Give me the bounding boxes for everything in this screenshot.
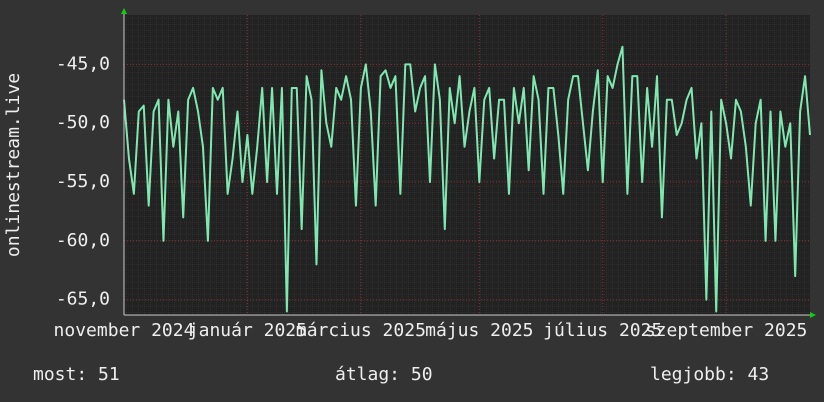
x-tick-label: május 2025 <box>425 320 533 341</box>
y-axis-label: onlinestream.live <box>3 73 24 257</box>
y-arrow <box>121 8 127 14</box>
y-tick-label: -60,0 <box>56 230 110 251</box>
x-tick-label: január 2025 <box>188 320 307 341</box>
x-tick-label: július 2025 <box>543 320 662 341</box>
x-tick-label: szeptember 2025 <box>645 320 808 341</box>
series-line <box>123 45 811 313</box>
x-arrow <box>810 312 816 318</box>
y-tick-label: -55,0 <box>56 171 110 192</box>
x-tick-label: március 2025 <box>296 320 426 341</box>
footer-average: átlag: 50 <box>335 364 433 385</box>
x-tick-label: november 2024 <box>54 320 195 341</box>
y-tick-label: -45,0 <box>56 53 110 74</box>
footer-current: most: 51 <box>33 364 120 385</box>
footer-best: legjobb: 43 <box>650 364 769 385</box>
y-tick-label: -65,0 <box>56 289 110 310</box>
y-tick-label: -50,0 <box>56 112 110 133</box>
minor-grid <box>124 15 810 315</box>
